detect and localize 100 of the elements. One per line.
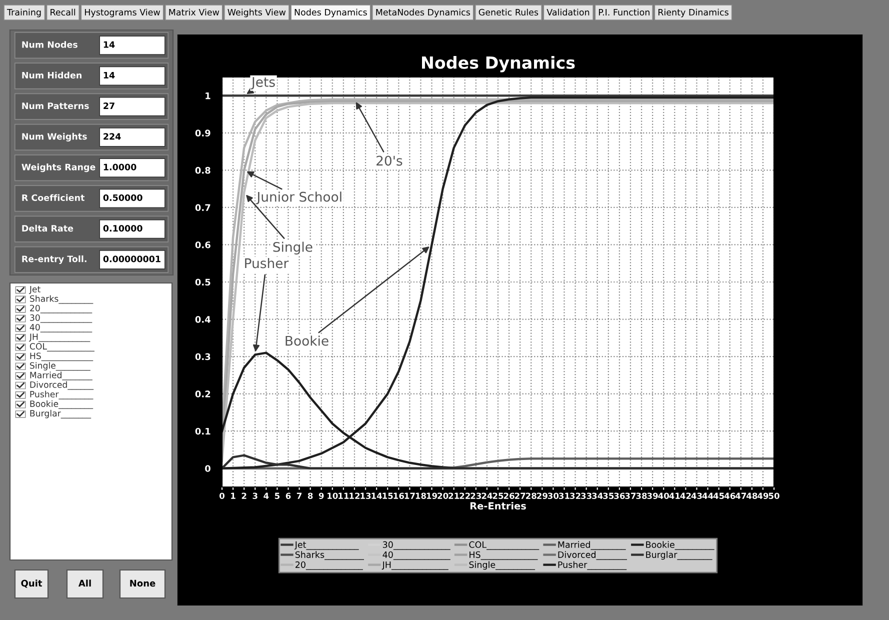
legend-label: 20_____________ (296, 561, 363, 570)
text: 40____________ (30, 324, 92, 332)
text: Training (6, 8, 41, 18)
legend-label: 40_____________ (382, 551, 450, 560)
y-tick-label: 0.9 (195, 130, 210, 136)
x-tick-label: 28 (526, 492, 536, 500)
legend-label: Sharks_________ (295, 551, 364, 560)
x-tick-label: 25 (492, 492, 504, 500)
x-tick-label: 43 (691, 492, 702, 500)
x-tick-label: 17 (404, 492, 415, 499)
text: Re-entry Toll. (22, 255, 86, 264)
text: 14 (104, 41, 115, 48)
text: 20____________ (30, 304, 92, 314)
x-tick-label: 19 (426, 492, 438, 500)
x-tick-label: 15 (382, 492, 393, 500)
x-tick-label: 49 (758, 492, 768, 500)
x-tick-label: 20 (438, 492, 448, 500)
annotation: Jets (250, 77, 275, 90)
text: R Coefficient (22, 194, 85, 201)
text: 27 (104, 102, 114, 109)
text: Burglar_______ (30, 410, 92, 418)
x-tick-label: 29 (537, 492, 548, 500)
legend-label: Single_________ (469, 561, 536, 570)
x-tick-label: 6 (286, 492, 291, 500)
x-tick-label: 39 (647, 492, 658, 500)
text: Weights View (228, 8, 286, 18)
annotation: Single (273, 242, 312, 254)
text: Sharks________ (30, 295, 94, 304)
x-tick-label: 50 (768, 492, 780, 500)
x-tick-label: 16 (394, 492, 404, 500)
legend-label: JH_____________ (382, 561, 448, 570)
y-tick-label: 0.5 (195, 278, 210, 286)
x-tick-label: 9 (318, 492, 324, 500)
text: Pusher________ (30, 390, 94, 400)
text: 224 (104, 133, 121, 140)
legend-label: Pusher_________ (558, 561, 627, 570)
text: Num Patterns (22, 102, 89, 110)
legend-label: Burglar________ (646, 551, 712, 560)
text: Nodes Dynamics (294, 8, 367, 18)
x-tick-label: 38 (636, 492, 647, 500)
text: Bookie________ (30, 400, 94, 409)
text: 0.10000 (103, 224, 142, 232)
x-tick-label: 42 (680, 492, 691, 499)
text: 30____________ (30, 314, 92, 323)
y-tick-label: 0.4 (195, 316, 210, 323)
annotation: Pusher (245, 258, 289, 268)
x-tick-label: 47 (735, 492, 746, 499)
legend-label: Divorced_______ (558, 551, 627, 560)
text: Num Weights (22, 132, 87, 142)
text: COL___________ (30, 343, 94, 352)
text: MetaNodes Dynamics (376, 8, 470, 18)
y-tick-label: 1 (206, 92, 210, 100)
x-tick-label: 3 (252, 492, 258, 500)
x-tick-label: 22 (460, 492, 470, 499)
x-tick-label: 1 (231, 492, 236, 499)
x-tick-label: 33 (581, 492, 592, 500)
x-axis-title: Re-Entries (470, 502, 526, 510)
text: Quit (21, 580, 42, 588)
text: Rienty Dinamics (658, 8, 728, 18)
x-tick-label: 48 (746, 492, 758, 500)
x-tick-label: 10 (328, 492, 338, 500)
y-tick-label: 0.3 (195, 353, 210, 360)
y-tick-label: 0 (205, 465, 210, 472)
y-tick-label: 0.7 (195, 204, 210, 212)
x-tick-label: 40 (658, 492, 669, 500)
text: HS____________ (30, 352, 94, 362)
text: Recall (50, 8, 76, 16)
x-tick-label: 30 (548, 492, 559, 500)
x-tick-label: 11 (338, 492, 349, 499)
x-tick-label: 27 (514, 492, 526, 499)
text: Delta Rate (22, 224, 74, 232)
text: Num Hidden (22, 72, 82, 78)
text: Divorced______ (30, 381, 94, 390)
x-tick-label: 23 (470, 492, 482, 500)
annotation: Junior School (256, 192, 342, 204)
text: Single________ (30, 362, 90, 371)
x-tick-label: 2 (242, 492, 246, 499)
legend-label: Married________ (558, 541, 626, 550)
x-tick-label: 36 (614, 492, 625, 500)
text: 1.0000 (104, 164, 136, 170)
text: 14 (104, 72, 115, 78)
x-tick-label: 35 (603, 492, 614, 500)
x-tick-label: 14 (372, 492, 382, 499)
x-tick-label: 41 (669, 492, 680, 499)
legend-label: Jet____________ (294, 541, 359, 550)
x-tick-label: 26 (504, 492, 514, 500)
x-tick-label: 46 (724, 492, 736, 500)
x-tick-label: 34 (592, 492, 603, 500)
x-tick-label: 12 (350, 492, 360, 499)
x-tick-label: 21 (448, 492, 460, 499)
annotation: 20's (376, 156, 402, 166)
text: Jet (28, 286, 40, 294)
x-tick-label: 5 (274, 492, 280, 500)
x-tick-label: 0 (220, 492, 224, 500)
y-tick-label: 0.2 (195, 390, 210, 398)
text: Validation (546, 8, 590, 16)
x-tick-label: 13 (360, 492, 371, 500)
text: Matrix View (169, 8, 220, 16)
text: 0.50000 (103, 194, 142, 201)
text: Married_______ (30, 372, 92, 380)
